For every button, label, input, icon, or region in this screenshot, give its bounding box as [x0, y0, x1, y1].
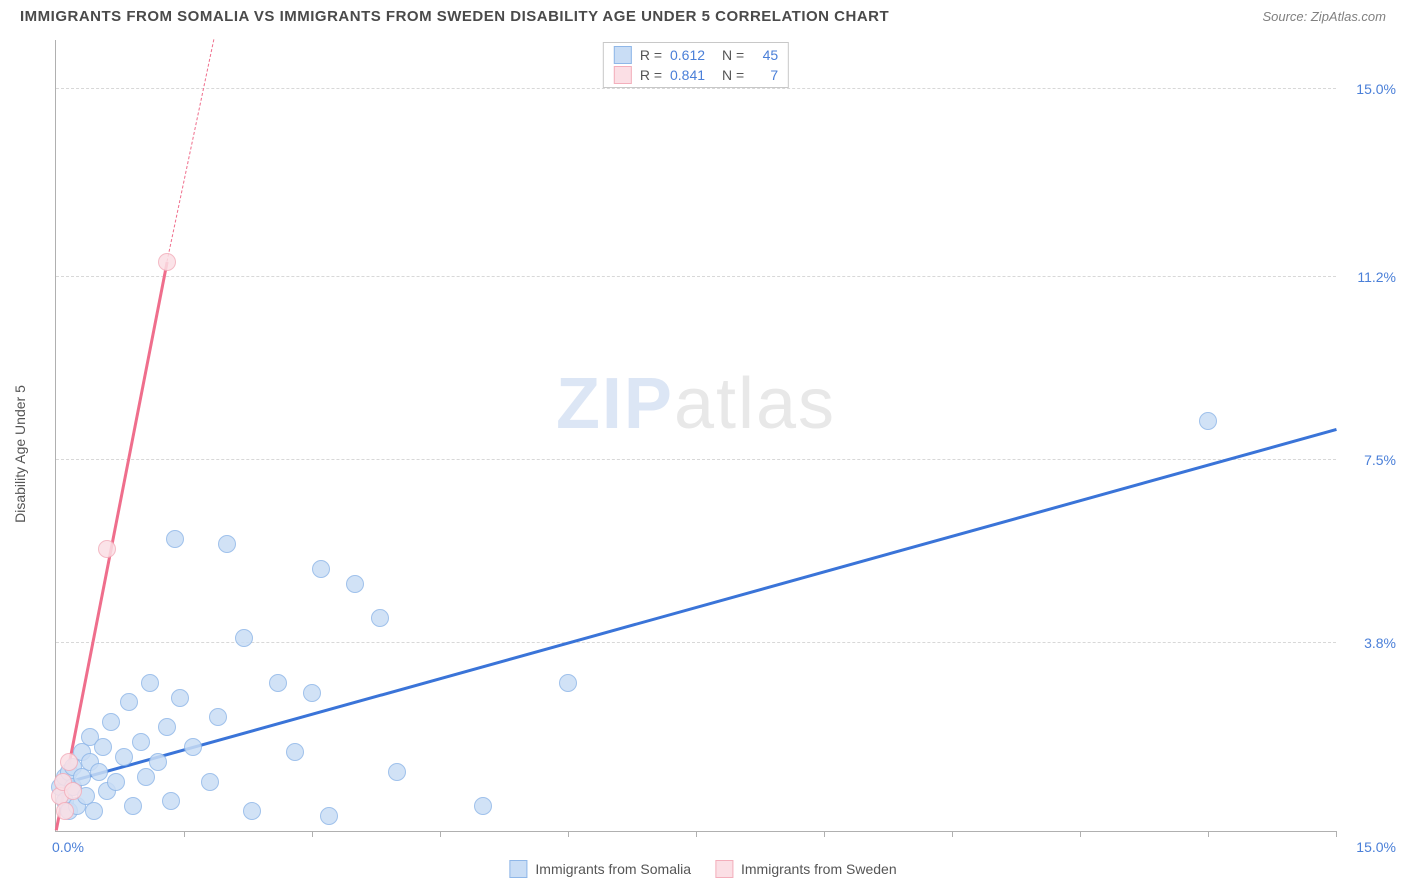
trendline — [56, 428, 1337, 786]
data-point-somalia — [162, 792, 180, 810]
x-axis-max: 15.0% — [1356, 839, 1396, 855]
data-point-somalia — [559, 674, 577, 692]
data-point-somalia — [166, 530, 184, 548]
source-attribution: Source: ZipAtlas.com — [1262, 9, 1386, 24]
r-value-sweden: 0.841 — [670, 67, 714, 83]
data-point-somalia — [209, 708, 227, 726]
gridline — [56, 459, 1336, 460]
y-tick-label: 15.0% — [1356, 81, 1396, 97]
y-tick-label: 11.2% — [1357, 269, 1396, 285]
data-point-somalia — [94, 738, 112, 756]
legend-item-sweden: Immigrants from Sweden — [715, 860, 897, 878]
data-point-sweden — [98, 540, 116, 558]
x-tick — [440, 831, 441, 837]
r-label: R = — [640, 47, 662, 63]
legend-item-somalia: Immigrants from Somalia — [509, 860, 691, 878]
correlation-legend: R = 0.612 N = 45 R = 0.841 N = 7 — [603, 42, 789, 88]
x-tick — [824, 831, 825, 837]
data-point-sweden — [64, 782, 82, 800]
data-point-sweden — [60, 753, 78, 771]
data-point-somalia — [201, 773, 219, 791]
data-point-somalia — [286, 743, 304, 761]
data-point-somalia — [124, 797, 142, 815]
data-point-somalia — [115, 748, 133, 766]
data-point-somalia — [1199, 412, 1217, 430]
data-point-somalia — [102, 713, 120, 731]
gridline — [56, 88, 1336, 89]
watermark: ZIPatlas — [556, 363, 836, 445]
x-tick — [312, 831, 313, 837]
x-tick — [568, 831, 569, 837]
n-value-sweden: 7 — [752, 67, 778, 83]
data-point-somalia — [137, 768, 155, 786]
x-tick — [1336, 831, 1337, 837]
legend-row-somalia: R = 0.612 N = 45 — [608, 45, 784, 65]
legend-row-sweden: R = 0.841 N = 7 — [608, 65, 784, 85]
y-tick-label: 7.5% — [1364, 452, 1396, 468]
data-point-somalia — [303, 684, 321, 702]
data-point-somalia — [312, 560, 330, 578]
r-value-somalia: 0.612 — [670, 47, 714, 63]
data-point-somalia — [218, 535, 236, 553]
data-point-somalia — [235, 629, 253, 647]
data-point-somalia — [243, 802, 261, 820]
trendline-extrapolated — [166, 39, 214, 262]
r-label: R = — [640, 67, 662, 83]
chart-title: IMMIGRANTS FROM SOMALIA VS IMMIGRANTS FR… — [20, 8, 889, 25]
watermark-atlas: atlas — [674, 364, 836, 444]
gridline — [56, 276, 1336, 277]
header: IMMIGRANTS FROM SOMALIA VS IMMIGRANTS FR… — [0, 0, 1406, 29]
data-point-somalia — [474, 797, 492, 815]
data-point-somalia — [269, 674, 287, 692]
x-tick — [1080, 831, 1081, 837]
x-tick — [696, 831, 697, 837]
y-tick-label: 3.8% — [1364, 635, 1396, 651]
data-point-somalia — [388, 763, 406, 781]
legend-label-somalia: Immigrants from Somalia — [535, 861, 691, 877]
data-point-somalia — [149, 753, 167, 771]
n-value-somalia: 45 — [752, 47, 778, 63]
data-point-somalia — [171, 689, 189, 707]
series-legend: Immigrants from Somalia Immigrants from … — [509, 860, 896, 878]
y-axis-label: Disability Age Under 5 — [12, 385, 28, 523]
data-point-somalia — [346, 575, 364, 593]
data-point-somalia — [141, 674, 159, 692]
data-point-somalia — [320, 807, 338, 825]
data-point-somalia — [107, 773, 125, 791]
data-point-somalia — [120, 693, 138, 711]
x-tick — [952, 831, 953, 837]
source-prefix: Source: — [1262, 9, 1310, 24]
data-point-somalia — [85, 802, 103, 820]
data-point-somalia — [90, 763, 108, 781]
x-tick — [184, 831, 185, 837]
data-point-somalia — [184, 738, 202, 756]
x-tick — [1208, 831, 1209, 837]
n-label: N = — [722, 47, 744, 63]
legend-label-sweden: Immigrants from Sweden — [741, 861, 897, 877]
n-label: N = — [722, 67, 744, 83]
watermark-zip: ZIP — [556, 364, 674, 444]
swatch-somalia — [614, 46, 632, 64]
data-point-somalia — [132, 733, 150, 751]
swatch-sweden — [614, 66, 632, 84]
data-point-sweden — [56, 802, 74, 820]
swatch-sweden — [715, 860, 733, 878]
chart-plot-area: ZIPatlas R = 0.612 N = 45 R = 0.841 N = … — [55, 40, 1336, 832]
data-point-somalia — [371, 609, 389, 627]
source-name: ZipAtlas.com — [1311, 9, 1386, 24]
swatch-somalia — [509, 860, 527, 878]
data-point-somalia — [158, 718, 176, 736]
x-axis-origin: 0.0% — [52, 839, 84, 855]
data-point-sweden — [158, 253, 176, 271]
